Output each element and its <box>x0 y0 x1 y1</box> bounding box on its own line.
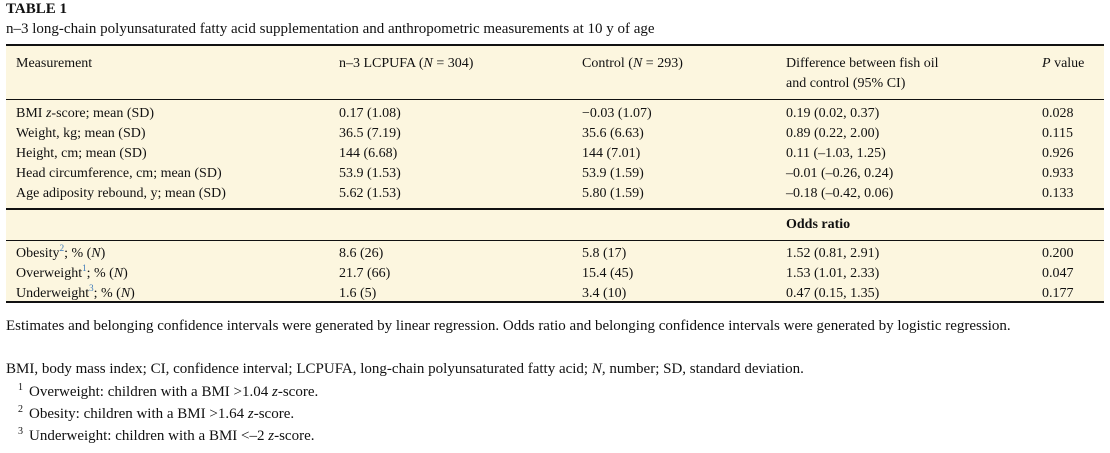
footnote-ref[interactable]: 3 <box>89 283 94 293</box>
cell-odds-ratio: 0.47 (0.15, 1.35) <box>786 286 880 301</box>
row-label: Weight, kg; mean (SD) <box>16 126 146 141</box>
odds-ratio-header: Odds ratio <box>786 217 851 232</box>
cell-p-value: 0.177 <box>1042 286 1074 301</box>
row-label: Obesity2; % (N) <box>16 243 106 262</box>
cell-control: 53.9 (1.59) <box>582 166 644 181</box>
cell-lcpufa: 21.7 (66) <box>339 266 391 281</box>
footnote: 1 Overweight: children with a BMI >1.04 z… <box>18 382 319 401</box>
header-difference-line2: and control (95% CI) <box>786 76 906 91</box>
cell-difference: –0.01 (–0.26, 0.24) <box>786 166 894 181</box>
cell-p-value: 0.028 <box>1042 106 1074 121</box>
cell-control: 15.4 (45) <box>582 266 634 281</box>
header-control: Control (N = 293) <box>582 56 683 71</box>
header-difference-line1: Difference between fish oil <box>786 56 939 71</box>
cell-difference: 0.19 (0.02, 0.37) <box>786 106 880 121</box>
header-p-value: P value <box>1042 56 1085 71</box>
cell-odds-ratio: 1.52 (0.81, 2.91) <box>786 246 880 261</box>
cell-control: 5.80 (1.59) <box>582 186 644 201</box>
cell-p-value: 0.047 <box>1042 266 1074 281</box>
estimates-note: Estimates and belonging confidence inter… <box>6 318 1011 334</box>
cell-lcpufa: 0.17 (1.08) <box>339 106 401 121</box>
cell-p-value: 0.926 <box>1042 146 1074 161</box>
cell-control: 3.4 (10) <box>582 286 627 301</box>
row-label: Head circumference, cm; mean (SD) <box>16 166 222 181</box>
cell-p-value: 0.933 <box>1042 166 1074 181</box>
cell-difference: –0.18 (–0.42, 0.06) <box>786 186 894 201</box>
cell-lcpufa: 144 (6.68) <box>339 146 398 161</box>
footnote: 2 Obesity: children with a BMI >1.64 z-sc… <box>18 404 295 423</box>
header-rule <box>6 99 1104 100</box>
odds-rule <box>6 240 1104 241</box>
cell-difference: 0.89 (0.22, 2.00) <box>786 126 880 141</box>
data-table: Measurement n–3 LCPUFA (N = 304) Control… <box>6 44 1104 303</box>
section-rule <box>6 208 1104 210</box>
bottom-rule <box>6 301 1104 303</box>
cell-lcpufa: 36.5 (7.19) <box>339 126 401 141</box>
row-label: BMI z-score; mean (SD) <box>16 106 155 121</box>
cell-difference: 0.11 (–1.03, 1.25) <box>786 146 886 161</box>
cell-lcpufa: 8.6 (26) <box>339 246 384 261</box>
header-lcpufa: n–3 LCPUFA (N = 304) <box>339 56 474 71</box>
cell-lcpufa: 53.9 (1.53) <box>339 166 401 181</box>
row-label: Underweight3; % (N) <box>16 283 135 302</box>
footnote-ref[interactable]: 2 <box>59 243 65 253</box>
cell-control: −0.03 (1.07) <box>582 106 652 121</box>
cell-control: 144 (7.01) <box>582 146 641 161</box>
cell-control: 5.8 (17) <box>582 246 627 261</box>
footnote-ref[interactable]: 1 <box>82 263 87 273</box>
top-rule <box>6 44 1104 46</box>
cell-p-value: 0.115 <box>1042 126 1073 141</box>
table-caption: n–3 long-chain polyunsaturated fatty aci… <box>6 21 655 37</box>
header-measurement: Measurement <box>16 56 93 71</box>
abbreviations-note: BMI, body mass index; CI, confidence int… <box>6 361 804 377</box>
cell-control: 35.6 (6.63) <box>582 126 644 141</box>
cell-lcpufa: 1.6 (5) <box>339 286 377 301</box>
row-label: Height, cm; mean (SD) <box>16 146 147 161</box>
footnote: 3 Underweight: children with a BMI <–2 z-… <box>18 426 315 445</box>
cell-odds-ratio: 1.53 (1.01, 2.33) <box>786 266 880 281</box>
cell-p-value: 0.200 <box>1042 246 1074 261</box>
row-label: Age adiposity rebound, y; mean (SD) <box>16 186 226 201</box>
table-label: TABLE 1 <box>6 1 67 17</box>
cell-p-value: 0.133 <box>1042 186 1074 201</box>
row-label: Overweight1; % (N) <box>16 263 128 282</box>
cell-lcpufa: 5.62 (1.53) <box>339 186 401 201</box>
